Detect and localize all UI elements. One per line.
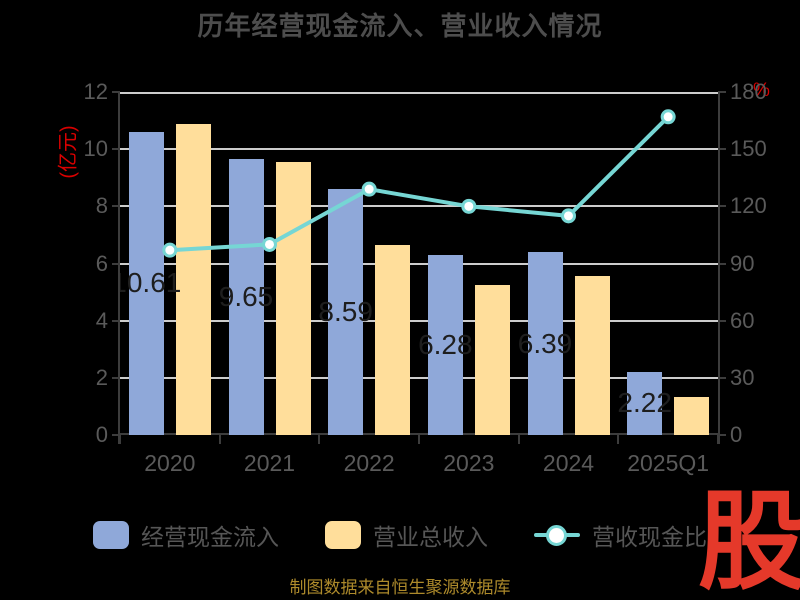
legend-swatch-cash [93,521,129,549]
legend-item-cash: 经营现金流入 [93,518,279,552]
right-axis-tick [718,262,726,265]
bar-cash [128,131,164,435]
bar-revenue [474,284,510,435]
left-axis-tick [112,205,120,208]
bar-value-label: 9.65 [218,281,274,313]
legend-swatch-revenue [325,521,361,549]
right-axis-unit-label: % [753,80,770,101]
plot-area: 10.61 9.65 8.59 6.28 6.39 2.22 [120,92,718,435]
right-axis-tick-label: 150 [730,136,767,162]
left-axis-tick-label: 8 [95,193,108,219]
source-note: 制图数据来自恒生聚源数据库 [289,578,511,597]
legend-item-revenue: 营业总收入 [325,518,488,552]
bar-revenue [375,244,411,435]
x-axis-tick [717,435,719,444]
left-axis-unit-label: (亿元) [57,125,80,179]
chart-title: 历年经营现金流入、营业收入情况 [197,11,603,41]
bar-value-label: 6.28 [418,329,473,361]
x-axis-tick [218,435,221,444]
x-axis-label: 2021 [243,450,296,476]
right-axis-tick-label: 0 [730,422,743,447]
x-axis-label: 2024 [542,450,595,476]
gridline [120,92,718,94]
right-axis-tick-label: 90 [730,250,755,276]
legend: 经营现金流入 营业总收入 营收现金比 [0,518,800,552]
ratio-line-layer [162,109,676,258]
ratio-point [162,242,178,258]
legend-label-cash: 经营现金流入 [141,524,279,550]
x-axis-tick [517,435,520,444]
right-axis-tick-label: 60 [730,307,755,333]
x-baseline [120,433,718,435]
x-axis-tick [318,435,321,444]
x-axis-label: 2020 [144,450,196,476]
left-axis-tick-label: 0 [95,422,108,447]
x-axis-label: 2023 [443,450,495,476]
right-axis-tick [718,91,726,93]
x-axis-tick [617,435,620,444]
bar-cash [627,371,663,435]
gridline [120,262,718,265]
left-axis-tick [112,319,120,322]
ratio-point [361,181,377,197]
x-axis-label: 2022 [343,450,395,476]
ratio-point [461,198,477,214]
right-axis-tick [718,205,726,208]
x-axis-tick [418,435,420,444]
bar-revenue [175,123,211,435]
left-axis-tick-label: 6 [95,250,108,276]
left-axis-tick [112,91,120,93]
left-axis-tick-label: 12 [83,79,108,104]
left-axis-tick [112,434,120,436]
legend-item-ratio: 营收现金比 [534,518,707,552]
right-axis-tick [718,376,726,379]
bar-revenue [674,396,710,435]
ratio-line [167,114,671,253]
bar-cash [228,159,264,435]
left-axis-tick [112,262,120,265]
right-axis-tick-label: 120 [730,193,767,219]
right-axis-tick-label: 30 [730,364,755,390]
ratio-point [660,109,676,125]
bar-cash [427,255,463,435]
left-axis-tick [112,148,120,151]
left-axis-tick [112,376,120,379]
y-axis-line-right [718,92,720,444]
gridline [120,319,718,322]
bar-revenue [574,276,610,435]
watermark-logo: 股 [697,481,800,600]
bar-value-label: 6.39 [517,327,573,359]
right-axis-tick [718,319,726,322]
right-axis-tick [718,434,726,436]
gridline [120,148,718,151]
x-axis-label: 2025Q1 [627,450,710,476]
gridline [120,376,718,379]
gridline [120,205,718,208]
x-axis-tick [119,435,121,444]
legend-line-marker-icon [534,524,580,546]
bar-revenue [275,162,311,435]
legend-label-revenue: 营业总收入 [373,524,488,550]
left-axis-tick-label: 4 [95,307,108,333]
bar-value-label: 8.59 [318,296,373,328]
left-axis-tick-label: 10 [83,136,108,162]
bar-value-label: 2.22 [617,387,672,419]
legend-dot-icon [546,524,567,546]
bar-cash [328,189,364,435]
bar-cash [527,252,563,435]
left-axis-tick-label: 2 [95,364,108,390]
right-axis-tick [718,148,726,151]
ratio-point [561,208,576,224]
ratio-point [262,236,277,252]
legend-label-ratio: 营收现金比 [592,524,707,550]
bar-value-label: 10.61 [120,267,182,299]
